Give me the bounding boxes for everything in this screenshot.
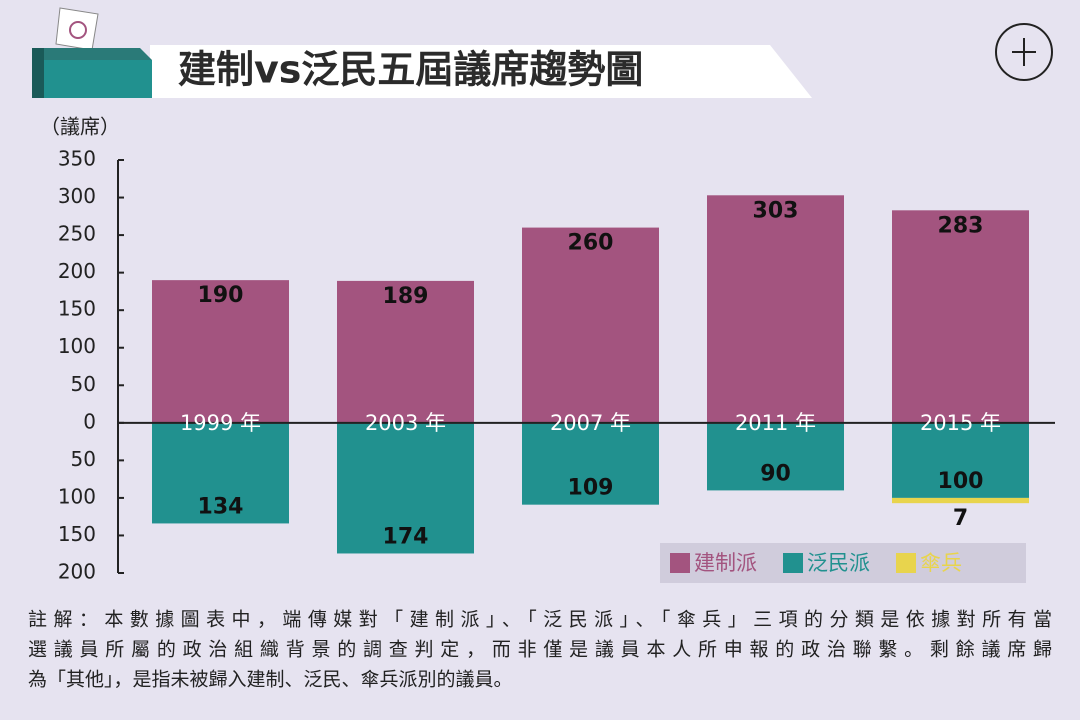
data-label: 189 [383, 284, 429, 309]
y-tick-label: 200 [58, 259, 96, 283]
data-label: 174 [383, 524, 429, 549]
y-tick-label: 200 [58, 560, 96, 584]
category-label: 2011 年 [735, 411, 816, 435]
data-label: 7 [953, 506, 968, 531]
y-tick-label: 100 [58, 334, 96, 358]
legend-label: 建制派 [694, 551, 757, 575]
legend-swatch [896, 553, 916, 573]
bar [337, 280, 474, 423]
y-tick-label: 100 [58, 484, 96, 508]
bar [152, 280, 289, 423]
data-label: 260 [568, 231, 614, 256]
legend-box [660, 543, 1026, 583]
y-tick-label: 50 [71, 372, 96, 396]
data-label: 283 [938, 213, 984, 238]
legend-swatch [670, 553, 690, 573]
data-label: 134 [198, 494, 244, 519]
bar [892, 497, 1029, 504]
y-tick-label: 50 [71, 447, 96, 471]
category-label: 2015 年 [920, 411, 1001, 435]
bar [892, 422, 1029, 498]
category-label: 2003 年 [365, 411, 446, 435]
y-tick-label: 150 [58, 297, 96, 321]
chart-title: 建制vs泛民五屆議席趨勢圖 [178, 48, 643, 92]
y-tick-label: 0 [83, 409, 96, 433]
logo [995, 23, 1053, 81]
data-label: 303 [753, 198, 799, 223]
data-label: 90 [760, 461, 791, 486]
y-tick-label: 350 [58, 147, 96, 171]
bar [707, 422, 844, 491]
legend-swatch [783, 553, 803, 573]
data-label: 100 [938, 469, 984, 494]
data-label: 190 [198, 283, 244, 308]
data-label: 109 [568, 476, 614, 501]
bar [152, 422, 289, 524]
y-tick-label: 150 [58, 522, 96, 546]
note: 為「其他」，是指未被歸入建制、泛民、傘兵派別的議員。 [28, 669, 513, 691]
y-tick-label: 250 [58, 222, 96, 246]
ballot-icon [32, 7, 152, 98]
legend-label: 傘兵 [920, 551, 962, 575]
legend-label: 泛民派 [807, 551, 870, 575]
bar [892, 210, 1029, 423]
y-tick-label: 300 [58, 184, 96, 208]
bar [707, 195, 844, 423]
bar [337, 422, 474, 554]
y-axis-label: （議席） [40, 115, 120, 139]
category-label: 1999 年 [180, 411, 261, 435]
bar [522, 227, 659, 423]
bar [522, 422, 659, 505]
title-banner [150, 45, 812, 98]
category-label: 2007 年 [550, 411, 631, 435]
